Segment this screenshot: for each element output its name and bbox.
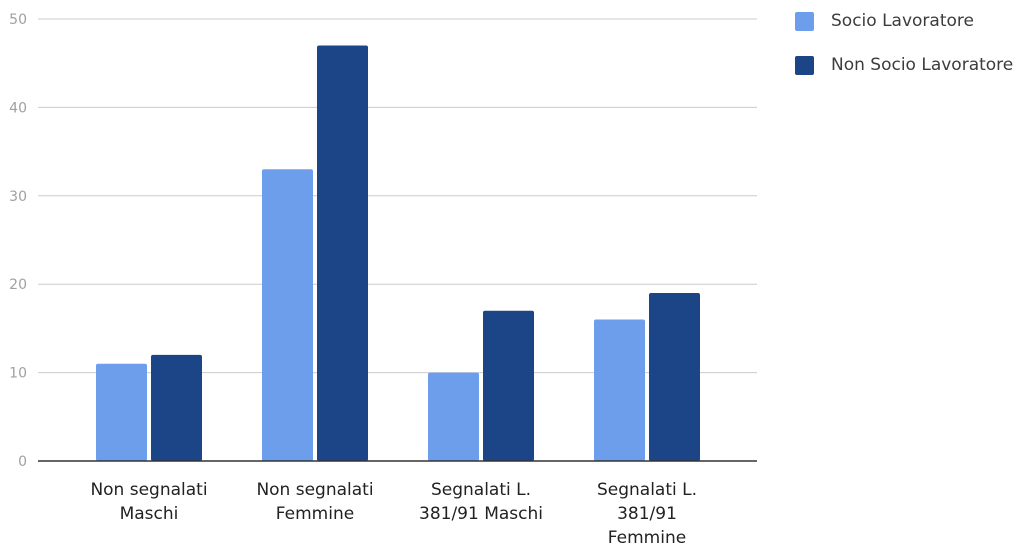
y-tick-label-30: 30 — [9, 189, 27, 205]
legend-swatch-non-socio-lavoratore — [795, 55, 814, 75]
legend-item-non-socio-lavoratore[interactable]: Non Socio Lavoratore — [795, 53, 1013, 77]
x-category-label-segnalati-l-381-91-maschi: Segnalati L. 381/91 Maschi — [419, 480, 543, 524]
y-tick-label-50: 50 — [9, 12, 27, 28]
bar-socio-lavoratore-non-segnalati-maschi[interactable] — [96, 363, 147, 461]
x-axis-category-labels: Non segnalati Maschi Non segnalati Femmine S… — [90, 480, 697, 548]
legend: Socio Lavoratore Non Socio Lavoratore — [795, 9, 1013, 97]
bar-socio-lavoratore-segnalati-l-381-91-femmine[interactable] — [594, 319, 645, 461]
y-tick-label-40: 40 — [9, 100, 27, 116]
x-category-label-non-segnalati-maschi: Non segnalati Maschi — [90, 480, 207, 524]
legend-label-socio-lavoratore: Socio Lavoratore — [831, 11, 974, 31]
y-tick-label-20: 20 — [9, 277, 27, 293]
bar-socio-lavoratore-non-segnalati-femmine[interactable] — [262, 169, 313, 461]
y-tick-label-0: 0 — [18, 454, 27, 470]
bar-non-socio-lavoratore-non-segnalati-femmine[interactable] — [317, 45, 368, 462]
x-category-label-non-segnalati-femmine: Non segnalati Femmine — [256, 480, 373, 524]
legend-item-socio-lavoratore[interactable]: Socio Lavoratore — [795, 9, 1013, 33]
bar-non-socio-lavoratore-non-segnalati-maschi[interactable] — [151, 354, 202, 461]
bar-socio-lavoratore-segnalati-l-381-91-maschi[interactable] — [428, 372, 479, 461]
bar-non-socio-lavoratore-segnalati-l-381-91-femmine[interactable] — [649, 293, 700, 461]
y-tick-label-10: 10 — [9, 366, 27, 382]
legend-swatch-socio-lavoratore — [795, 11, 814, 31]
x-category-label-segnalati-l-381-91-femmine: Segnalati L. 381/91 Femmine — [597, 480, 697, 548]
bars — [96, 45, 700, 462]
legend-label-non-socio-lavoratore: Non Socio Lavoratore — [831, 55, 1014, 75]
bar-non-socio-lavoratore-segnalati-l-381-91-maschi[interactable] — [483, 310, 534, 461]
y-axis-tick-labels: 0 10 20 30 40 50 — [9, 12, 27, 470]
